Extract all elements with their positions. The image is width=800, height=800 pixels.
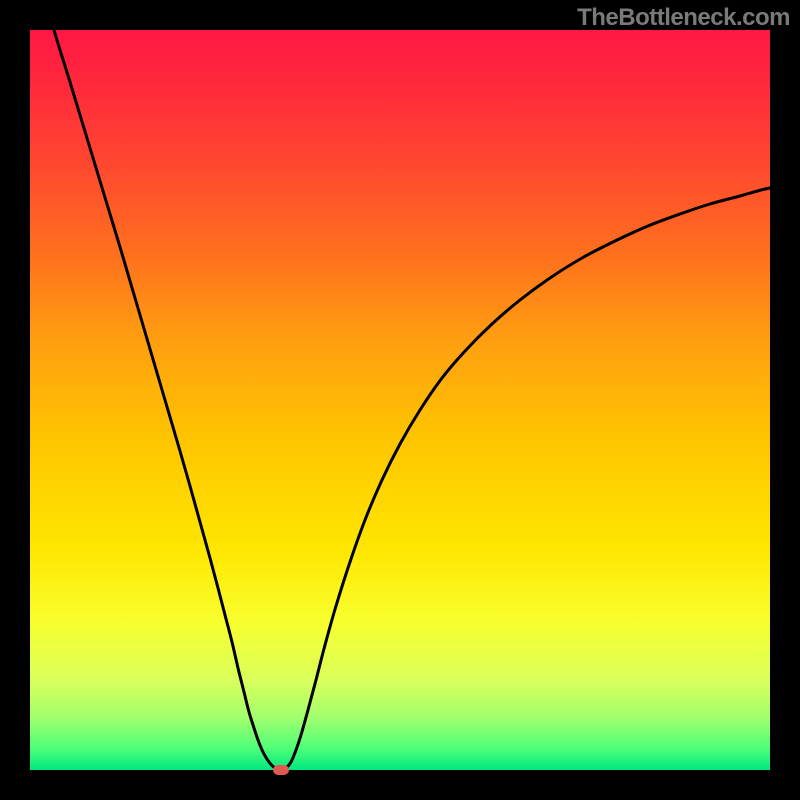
watermark-label: TheBottleneck.com: [577, 4, 790, 32]
minimum-marker: [273, 765, 289, 775]
chart-container: TheBottleneck.com: [0, 0, 800, 800]
bottleneck-chart: [0, 0, 800, 800]
plot-background: [30, 30, 770, 770]
